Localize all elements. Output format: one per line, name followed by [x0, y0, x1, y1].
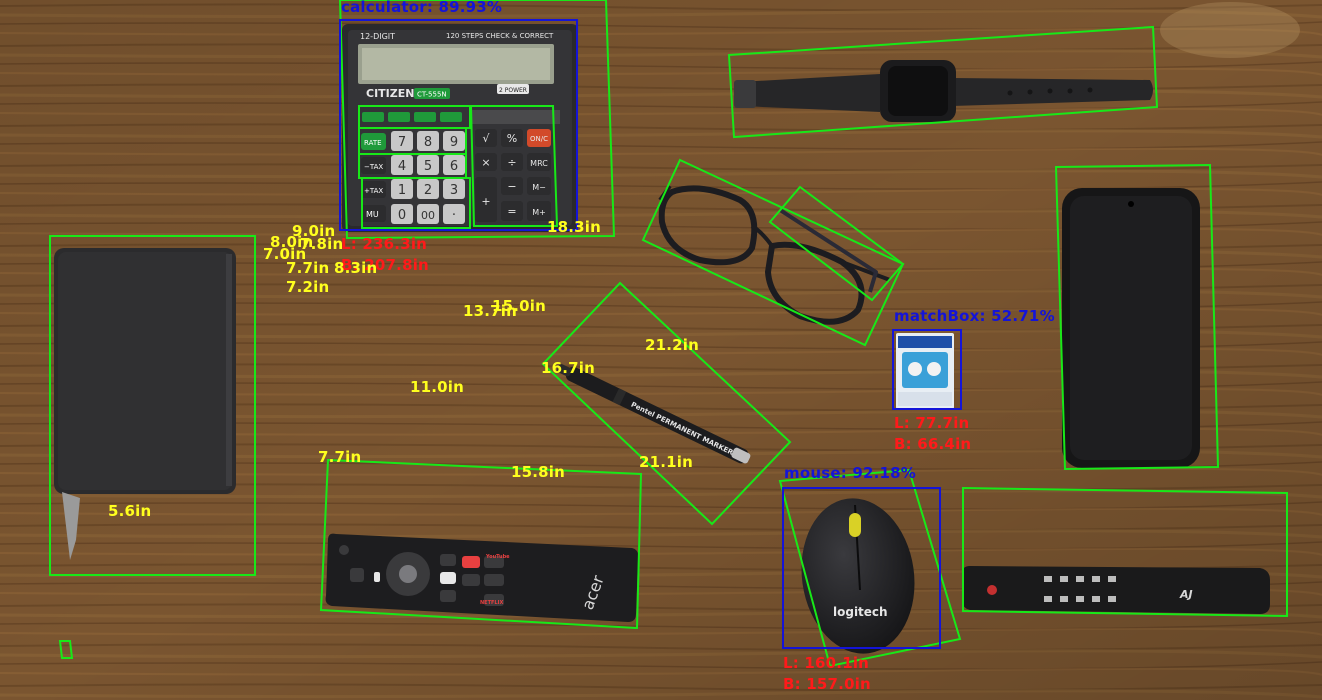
cluster-measure-7-7: 7.7in	[286, 259, 330, 277]
svg-text:÷: ÷	[507, 156, 516, 169]
cluster-measure-7-0: 7.0in	[263, 245, 307, 263]
matchbox-length: L: 77.7in	[894, 414, 970, 432]
calc-brand: CITIZEN	[366, 87, 414, 100]
calculator-length: L: 236.3in	[341, 235, 428, 253]
remote-measure-7-7: 7.7in	[318, 448, 362, 466]
youtube-key-label: YouTube	[485, 554, 510, 560]
svg-text:%: %	[507, 132, 517, 145]
blue-boxes	[339, 19, 962, 649]
matchbox-confidence: matchBox: 52.71%	[894, 307, 1055, 325]
svg-text:ON/C: ON/C	[530, 135, 548, 143]
glasses-box	[641, 158, 905, 347]
svg-text:−TAX: −TAX	[364, 163, 383, 171]
notebook-box	[49, 235, 256, 576]
svg-text:+TAX: +TAX	[364, 187, 383, 195]
watch-box	[727, 25, 1159, 139]
mouse-brand: logitech	[833, 605, 888, 619]
svg-text:2: 2	[424, 183, 432, 198]
mouse-detect-box	[782, 487, 941, 649]
calc-steps-label: 120 STEPS CHECK & CORRECT	[446, 32, 554, 40]
calculator-detect-box	[339, 19, 578, 231]
cluster-measure-9-0: 9.0in	[292, 222, 336, 240]
svg-text:+: +	[481, 195, 490, 208]
eyeglasses	[658, 184, 891, 325]
measure-13-7: 13.7in	[463, 302, 518, 320]
computer-mouse: logitech	[801, 498, 915, 654]
calc-power: 2 POWER	[499, 87, 527, 94]
svg-text:0: 0	[398, 208, 406, 223]
cluster-measure-7-2: 7.2in	[286, 278, 330, 296]
svg-text:MRC: MRC	[530, 159, 548, 168]
cluster-measure-8-3: 8.3in	[334, 259, 378, 277]
notebook	[54, 248, 236, 560]
matchbox-detect-box	[892, 329, 962, 410]
svg-text:00: 00	[421, 209, 435, 222]
measure-11-0: 11.0in	[410, 378, 465, 396]
cluster-measure-7-8: 7.8in	[300, 235, 344, 253]
mouse-confidence: mouse: 92.18%	[784, 464, 917, 482]
green-boxes	[49, 0, 1288, 668]
marker-measure-16-7: 16.7in	[541, 359, 596, 377]
notebook-measure-5-6: 5.6in	[108, 502, 152, 520]
matchbox-breadth: B: 66.4in	[894, 435, 972, 453]
marker-measure-21-1: 21.1in	[639, 453, 694, 471]
svg-text:6: 6	[450, 159, 458, 174]
svg-text:RATE: RATE	[364, 139, 382, 147]
smartwatch	[734, 60, 1153, 122]
svg-text:M−: M−	[532, 183, 546, 192]
smartphone	[1062, 188, 1200, 468]
svg-text:4: 4	[398, 159, 406, 174]
calculator-breadth: B: 207.8in	[341, 256, 429, 274]
bookmark-ribbon	[62, 492, 80, 560]
svg-text:√: √	[482, 132, 490, 145]
tiny-box	[58, 640, 74, 659]
cluster-measure-8-0: 8.0in	[270, 233, 314, 251]
small-remote: AJ	[962, 566, 1270, 614]
small-remote-brand: AJ	[1179, 588, 1193, 601]
matchbox	[896, 333, 954, 409]
calc-keypad-box-4	[361, 177, 471, 229]
svg-text:−: −	[507, 180, 516, 193]
table-stain	[1160, 2, 1300, 58]
svg-text:1: 1	[398, 183, 406, 198]
svg-text:MU: MU	[366, 210, 379, 219]
svg-text:7: 7	[398, 135, 406, 150]
svg-text:M+: M+	[532, 208, 546, 217]
tv-remote-box	[319, 458, 643, 630]
measure-15-0: 15.0in	[492, 297, 547, 315]
marker-measure-21-2: 21.2in	[645, 336, 700, 354]
calc-func-box	[469, 105, 559, 227]
phone-box	[1054, 163, 1220, 471]
svg-text:×: ×	[481, 156, 490, 169]
calculator-confidence: calculator: 89.93%	[341, 0, 503, 16]
calc-model-top: 12-DIGIT	[360, 32, 395, 41]
small-remote-box	[962, 486, 1288, 618]
netflix-key-label: NETFLIX	[480, 600, 503, 606]
svg-text:·: ·	[452, 208, 456, 223]
svg-text:=: =	[507, 205, 516, 218]
mouse-rotated-box	[778, 468, 962, 668]
glasses-lens-box	[768, 185, 905, 302]
marker-box	[541, 281, 792, 526]
tv-remote: NETFLIX YouTube acer	[325, 533, 639, 622]
mouse-length: L: 160.1in	[783, 654, 870, 672]
svg-text:8: 8	[424, 135, 432, 150]
svg-text:3: 3	[450, 183, 458, 198]
calculator-rotated-box	[338, 0, 616, 240]
remote-measure-15-8: 15.8in	[511, 463, 566, 481]
svg-text:9: 9	[450, 135, 458, 150]
calc-keypad-box-1	[358, 105, 471, 129]
mouse-breadth: B: 157.0in	[783, 675, 871, 693]
calc-side-measure: 18.3in	[547, 218, 602, 236]
calc-model: CT-555N	[417, 91, 447, 99]
svg-text:5: 5	[424, 159, 432, 174]
